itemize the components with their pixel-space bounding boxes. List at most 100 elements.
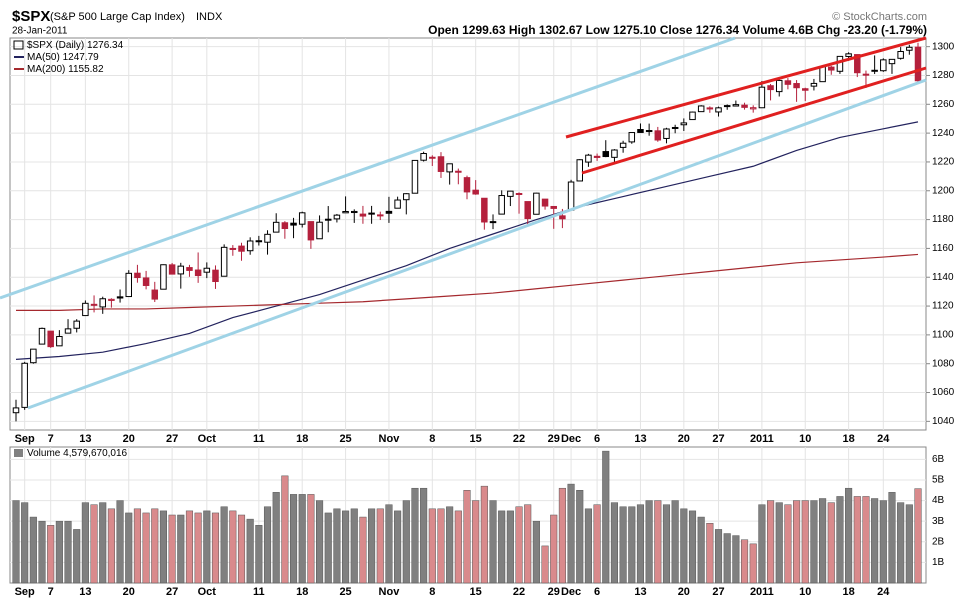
candle-body [56,336,63,347]
volume-bar [836,496,844,584]
volume-bar [576,490,584,584]
candle-body [30,348,37,364]
x-tick-label: 24 [877,586,890,598]
volume-tick-label: 4B [932,495,945,506]
candle-body [602,151,610,158]
candle-body [255,240,263,243]
legend-value: 1247.79 [63,52,100,63]
volume-bar [628,506,636,584]
date: 28-Jan-2011 [12,26,68,37]
candle-body [290,222,297,226]
exchange: INDX [196,11,223,23]
volume-bar [133,508,141,584]
x-tick-label: 15 [470,586,482,598]
volume-bar [394,510,402,584]
x-tick-label: 25 [339,586,351,598]
y-tick-label: 1200 [932,185,955,196]
candle-body [264,233,271,243]
volume-bar [697,516,705,584]
candle-body [99,298,106,308]
x-tick-label: 2011 [750,433,774,445]
blue-channel-bottom [27,78,927,410]
candle-body [272,221,280,233]
volume-bar [38,520,46,584]
volume-bar [749,543,757,584]
candle-body [437,156,445,172]
y-tick-label: 1040 [932,416,955,427]
volume-bar [194,512,202,584]
x-tick-label: Oct [198,586,217,598]
y-tick-label: 1060 [932,387,955,398]
moving-average [15,121,919,360]
volume-bar [151,508,159,584]
volume-bar [229,510,237,584]
volume-total: 4,579,670,016 [63,448,127,459]
volume-bar [671,500,679,584]
volume-value: 4.6B [788,23,814,37]
volume-tick-label: 1B [932,557,945,568]
x-tick-label: 13 [634,586,646,598]
legend-label: MA(200) 1155.82 [27,64,104,75]
candle-body [784,80,792,85]
x-tick-label: 27 [166,433,178,445]
x-tick-label: 20 [123,433,135,445]
x-tick-label: 20 [678,586,690,598]
candle-body [446,163,453,173]
candle-body [741,104,748,108]
candle-body [472,189,479,195]
candle-body [637,129,644,133]
volume-bar [619,506,627,584]
candle-body [429,156,436,159]
volume-bar [73,529,81,584]
candle-body [906,46,913,51]
candle-body [845,53,852,57]
volume-bar [593,504,601,584]
volume-legend: Volume 4,579,670,016 [27,448,128,459]
volume-bar [159,510,167,584]
volume-bar [515,506,523,584]
x-tick-label: 22 [513,433,525,445]
x-tick-label: 6 [594,433,600,445]
candle-body [593,155,601,158]
volume-bar [125,512,133,584]
candle-body [377,214,384,217]
volume-bar [853,496,861,584]
candle-body [134,272,141,279]
candle-body [64,328,72,334]
y-tick-label: 1080 [932,358,955,369]
x-tick-label: Nov [379,433,401,445]
candle-body [489,221,497,224]
volume-bar [541,545,549,584]
candle-body [212,269,219,283]
candle-body [420,153,427,161]
volume-bar [168,514,176,584]
y-tick-label: 1160 [932,243,954,254]
volume-bar [602,450,610,584]
candle-body [897,51,904,59]
volume-bar [480,485,488,584]
candle-body [116,296,124,299]
volume-bar [263,506,272,584]
y-tick-label: 1220 [932,157,955,168]
x-tick-label: Nov [379,586,401,598]
x-tick-label: 11 [253,586,265,598]
candle-body [706,107,714,110]
volume-bar [446,506,454,584]
red-channel-bottom [581,66,927,175]
y-tick-label: 1100 [932,330,954,341]
price-panel [9,37,927,431]
candle-body [533,192,540,215]
volume-bar [654,500,662,584]
y-tick-label: 1300 [932,41,955,52]
volume-bar [506,510,514,584]
volume-bar [64,520,72,584]
volume-tick-label: 2B [932,536,945,547]
candle-body [177,265,185,275]
volume-bar [888,492,896,584]
x-tick-label: 15 [470,433,482,445]
open-value: 1299.63 [462,23,506,37]
y-tick-label: 1120 [932,301,954,312]
candle-body [663,128,670,139]
y-tick-label: 1180 [932,214,954,225]
legend-label: $SPX (Daily) 1276.34 [27,40,124,51]
